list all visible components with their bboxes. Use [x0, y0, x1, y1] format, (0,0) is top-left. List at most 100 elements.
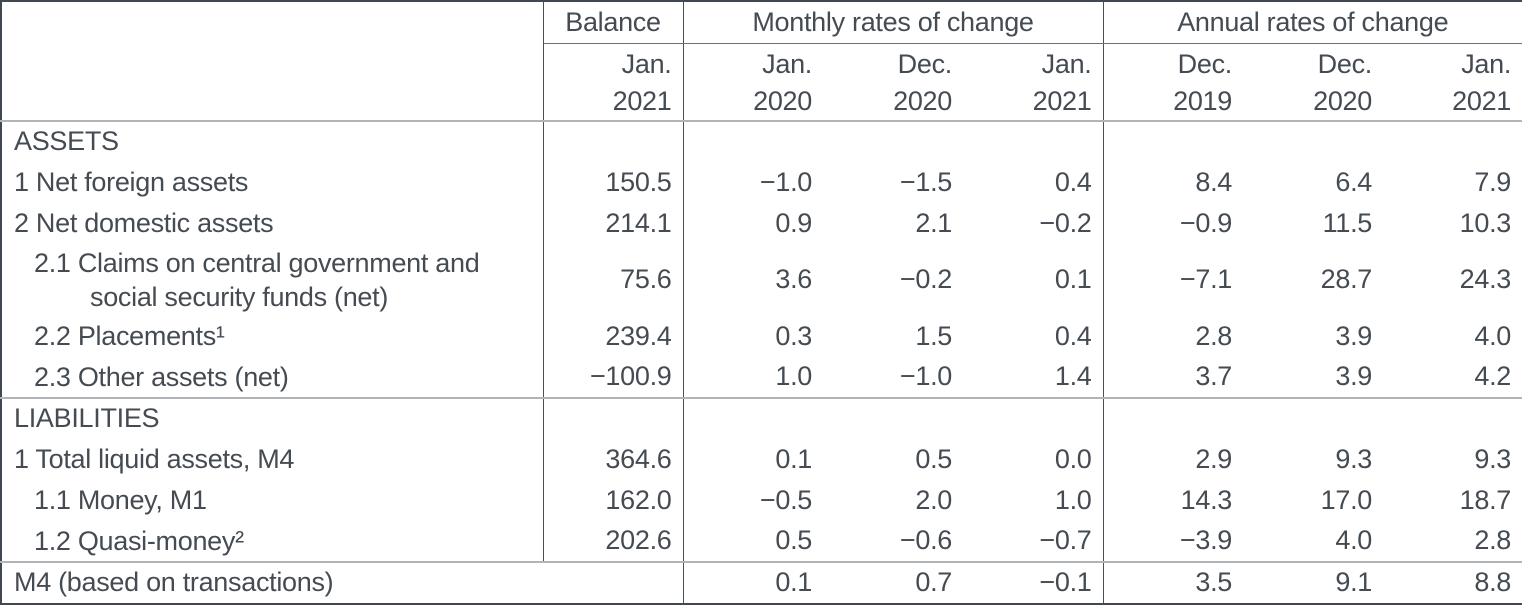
- period-month: Jan.: [1461, 48, 1512, 79]
- cell-annual-2: 4.0: [1474, 320, 1512, 351]
- cell-balance: 75.6: [543, 243, 684, 316]
- period-year: 2021: [1032, 85, 1092, 116]
- section-label: ASSETS: [1, 120, 544, 162]
- period-year: 2020: [753, 85, 812, 116]
- col-header-monthly-jan-2021: Jan. 2021: [963, 43, 1104, 122]
- cell-annual-2: 10.3: [1459, 207, 1512, 238]
- period-year: 2020: [1313, 85, 1372, 116]
- section-row-liabilities: LIABILITIES: [1, 397, 1522, 439]
- cell-monthly-0: −0.5: [759, 484, 812, 515]
- header-row-periods: Jan. 2021 Jan. 2020 Dec. 2020 Jan. 2021 …: [1, 43, 1522, 122]
- cell-monthly-2: −0.1: [963, 561, 1104, 604]
- cell-monthly-0: 0.3: [775, 320, 812, 351]
- cell-monthly-1: 2.1: [915, 207, 952, 238]
- cell-monthly-1: 0.5: [915, 443, 952, 474]
- header-monthly-rates: Monthly rates of change: [683, 1, 1104, 44]
- cell-monthly-2: −0.7: [963, 520, 1104, 563]
- cell-monthly-0: 0.1: [775, 443, 812, 474]
- table-row: 1 Net foreign assets 150.5 −1.0 −1.5 0.4…: [1, 161, 1522, 203]
- period-year: 2021: [612, 85, 672, 116]
- cell-annual-2: 4.2: [1383, 356, 1522, 399]
- row-label: M4 (based on transactions): [1, 561, 684, 604]
- header-empty-corner: [1, 1, 544, 122]
- table-row: 1.2 Quasi-money² 202.6 0.5 −0.6 −0.7 −3.…: [1, 520, 1522, 563]
- cell-monthly-0: 0.1: [775, 567, 812, 597]
- cell-annual-2: 18.7: [1459, 484, 1512, 515]
- row-label: 1 Total liquid assets, M4: [1, 438, 544, 480]
- cell-balance: 239.4: [543, 315, 684, 357]
- cell-balance: −100.9: [543, 356, 684, 399]
- table-row: 2.2 Placements¹ 239.4 0.3 1.5 0.4 2.8 3.…: [1, 315, 1522, 357]
- cell-annual-1: 3.9: [1335, 320, 1372, 351]
- cell-balance: 214.1: [543, 202, 684, 244]
- header-row-groups: Balance Monthly rates of change Annual r…: [1, 1, 1522, 122]
- row-label: 2 Net domestic assets: [1, 202, 544, 244]
- cell-annual-0: −3.9: [1103, 520, 1243, 563]
- cell-annual-1: 9.3: [1335, 443, 1372, 474]
- period-month: Jan.: [1041, 48, 1092, 79]
- cell-monthly-0: 0.9: [775, 207, 812, 238]
- cell-balance: 364.6: [543, 438, 684, 480]
- section-label: LIABILITIES: [1, 397, 544, 439]
- cell-annual-0: −0.9: [1179, 207, 1232, 238]
- cell-annual-0: 14.3: [1180, 484, 1233, 515]
- cell-monthly-1: 1.5: [915, 320, 952, 351]
- cell-monthly-2: 0.0: [963, 438, 1104, 480]
- cell-monthly-0: 0.5: [683, 520, 823, 563]
- cell-monthly-1: −0.2: [899, 264, 952, 294]
- header-annual-rates: Annual rates of change: [1103, 1, 1522, 44]
- table-row: 1.1 Money, M1 162.0 −0.5 2.0 1.0 14.3 17…: [1, 479, 1522, 521]
- period-month: Jan.: [762, 48, 812, 79]
- col-header-annual-dec-2020: Dec. 2020: [1243, 43, 1383, 122]
- table-row: 2.3 Other assets (net) −100.9 1.0 −1.0 1…: [1, 356, 1522, 399]
- row-label: 1.2 Quasi-money²: [1, 520, 544, 563]
- cell-annual-0: 2.9: [1195, 443, 1232, 474]
- cell-annual-2: 7.9: [1474, 166, 1512, 197]
- cell-monthly-0: −1.0: [759, 166, 812, 197]
- cell-annual-1: 3.9: [1243, 356, 1383, 399]
- cell-annual-0: 3.7: [1103, 356, 1243, 399]
- col-header-annual-dec-2019: Dec. 2019: [1103, 43, 1243, 122]
- cell-annual-0: 8.4: [1195, 166, 1232, 197]
- table-row: 2 Net domestic assets 214.1 0.9 2.1 −0.2…: [1, 202, 1522, 244]
- col-header-annual-jan-2021: Jan. 2021: [1383, 43, 1522, 122]
- cell-annual-0: 2.8: [1195, 320, 1232, 351]
- cell-monthly-2: 0.1: [963, 243, 1104, 316]
- table-row: 1 Total liquid assets, M4 364.6 0.1 0.5 …: [1, 438, 1522, 480]
- period-year: 2020: [893, 85, 952, 116]
- cell-monthly-2: 1.4: [963, 356, 1104, 399]
- period-month: Dec.: [1317, 48, 1373, 79]
- row-label: 1.1 Money, M1: [1, 479, 544, 521]
- cell-annual-2: 8.8: [1474, 567, 1512, 597]
- col-header-balance-jan-2021: Jan. 2021: [543, 43, 684, 122]
- cell-annual-1: 28.7: [1320, 264, 1373, 294]
- row-label: 2.3 Other assets (net): [1, 356, 544, 399]
- period-month: Dec.: [897, 48, 953, 79]
- cell-balance: 202.6: [543, 520, 684, 563]
- cell-monthly-1: 2.0: [915, 484, 952, 515]
- cell-monthly-2: 0.4: [963, 161, 1104, 203]
- period-year: 2019: [1173, 85, 1232, 116]
- cell-monthly-0: 1.0: [683, 356, 823, 399]
- cell-annual-2: 9.3: [1474, 443, 1512, 474]
- cell-monthly-1: −0.6: [823, 520, 963, 563]
- cell-balance: 150.5: [543, 161, 684, 203]
- cell-annual-0: −7.1: [1179, 264, 1232, 294]
- cell-monthly-1: 0.7: [915, 567, 952, 597]
- cell-balance: 162.0: [543, 479, 684, 521]
- row-label: 2.2 Placements¹: [1, 315, 544, 357]
- cell-monthly-2: 1.0: [963, 479, 1104, 521]
- period-year: 2021: [1452, 85, 1512, 116]
- cell-monthly-1: −1.5: [899, 166, 952, 197]
- table-row-m4-transactions: M4 (based on transactions) 0.1 0.7 −0.1 …: [1, 561, 1522, 604]
- cell-monthly-2: 0.4: [963, 315, 1104, 357]
- cell-monthly-1: −1.0: [823, 356, 963, 399]
- col-header-monthly-dec-2020: Dec. 2020: [823, 43, 963, 122]
- cell-annual-2: 24.3: [1459, 264, 1512, 294]
- col-header-monthly-jan-2020: Jan. 2020: [683, 43, 823, 122]
- cell-annual-1: 4.0: [1243, 520, 1383, 563]
- cell-annual-1: 11.5: [1322, 207, 1373, 238]
- cell-annual-1: 17.0: [1320, 484, 1373, 515]
